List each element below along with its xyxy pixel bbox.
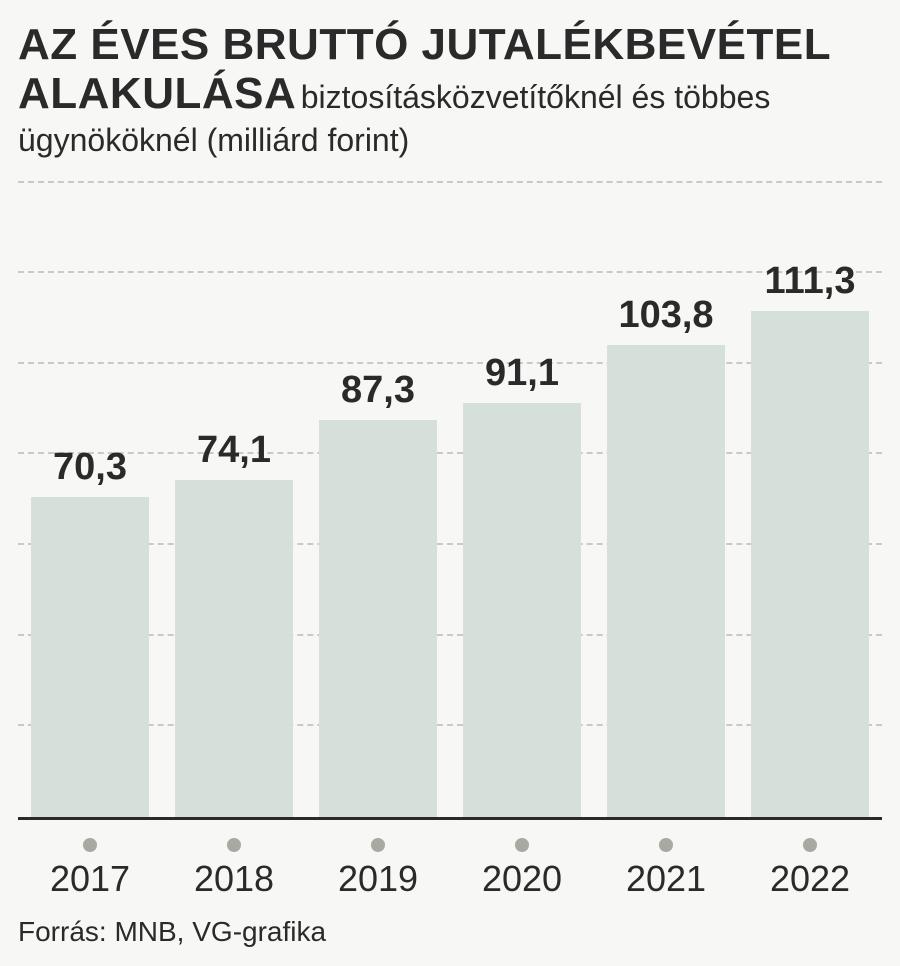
chart-bar <box>175 480 293 817</box>
chart-bar <box>607 345 725 817</box>
chart-x-axis: 2017 2018 2019 2020 2021 2022 <box>18 838 882 900</box>
chart-title-sub-inline: biztosításközvetítőknél és többes <box>301 79 771 115</box>
chart-x-label: 2019 <box>338 858 418 900</box>
chart-x-label: 2020 <box>482 858 562 900</box>
chart-bar-value-label: 87,3 <box>341 369 415 412</box>
chart-bar-value-label: 70,3 <box>53 446 127 489</box>
chart-bar <box>463 403 581 817</box>
chart-x-label: 2022 <box>770 858 850 900</box>
chart-x-dot-icon <box>371 838 385 852</box>
chart-x-cell: 2018 <box>162 838 306 900</box>
chart-bar <box>31 497 149 817</box>
chart-bar <box>319 420 437 817</box>
chart-bar-column: 74,1 <box>162 181 306 817</box>
chart-bar-column: 70,3 <box>18 181 162 817</box>
chart-x-label: 2017 <box>50 858 130 900</box>
chart-x-dot-icon <box>83 838 97 852</box>
chart-bar-value-label: 103,8 <box>618 294 713 337</box>
chart-bar-column: 103,8 <box>594 181 738 817</box>
chart-title-sub-line2: ügynököknél (milliárd forint) <box>18 119 882 162</box>
chart-x-dot-icon <box>659 838 673 852</box>
chart-x-dot-icon <box>803 838 817 852</box>
chart-bar-value-label: 91,1 <box>485 352 559 395</box>
chart-x-dot-icon <box>515 838 529 852</box>
chart-x-label: 2018 <box>194 858 274 900</box>
chart-x-label: 2021 <box>626 858 706 900</box>
chart-bar-column: 111,3 <box>738 181 882 817</box>
chart-x-cell: 2017 <box>18 838 162 900</box>
chart-bar <box>751 311 869 817</box>
chart-x-cell: 2019 <box>306 838 450 900</box>
chart-x-dot-icon <box>227 838 241 852</box>
chart-x-cell: 2020 <box>450 838 594 900</box>
chart-bar-column: 91,1 <box>450 181 594 817</box>
chart-x-cell: 2022 <box>738 838 882 900</box>
chart-source: Forrás: MNB, VG-grafika <box>18 916 882 948</box>
chart-header: AZ ÉVES BRUTTÓ JUTALÉKBEVÉTEL ALAKULÁSA … <box>18 20 882 163</box>
chart-x-cell: 2021 <box>594 838 738 900</box>
chart-bar-value-label: 74,1 <box>197 429 271 472</box>
chart-bars-row: 70,3 74,1 87,3 91,1 103,8 111,3 <box>18 181 882 817</box>
chart-bar-column: 87,3 <box>306 181 450 817</box>
chart-plot-area: 70,3 74,1 87,3 91,1 103,8 111,3 <box>18 181 882 820</box>
chart-bar-value-label: 111,3 <box>765 260 856 303</box>
